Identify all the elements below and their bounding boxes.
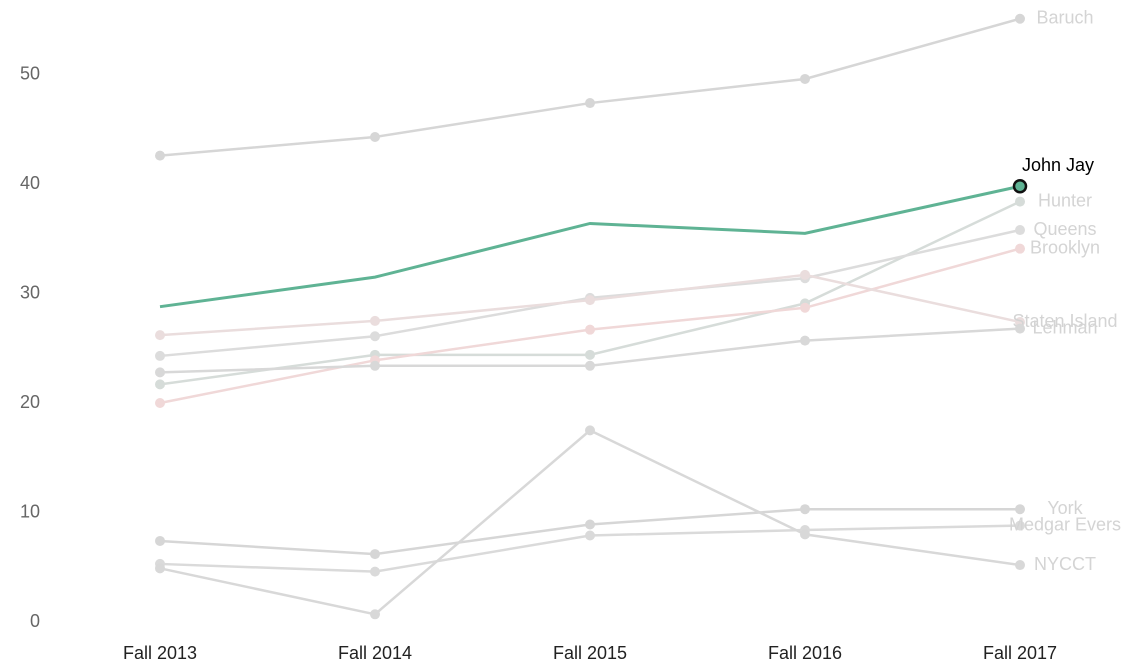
series-label: Staten Island	[1012, 311, 1117, 331]
x-tick-label: Fall 2015	[553, 643, 627, 663]
x-tick-label: Fall 2013	[123, 643, 197, 663]
point	[155, 535, 165, 546]
point	[585, 295, 595, 306]
point	[1015, 225, 1025, 236]
series-label: York	[1047, 498, 1083, 518]
y-tick-label: 10	[20, 501, 40, 521]
point	[585, 519, 595, 530]
point	[585, 349, 595, 360]
point	[1012, 179, 1028, 194]
point	[1015, 520, 1025, 531]
y-tick-label: 40	[20, 173, 40, 193]
series-label: Hunter	[1038, 190, 1092, 210]
point	[155, 330, 165, 341]
point	[370, 131, 380, 142]
point	[800, 73, 810, 84]
point	[370, 315, 380, 326]
point	[370, 549, 380, 560]
point	[155, 379, 165, 390]
point	[1015, 560, 1025, 571]
x-tick-label: Fall 2014	[338, 643, 412, 663]
y-tick-label: 30	[20, 282, 40, 302]
point	[585, 425, 595, 436]
point	[800, 504, 810, 515]
point	[1015, 196, 1025, 207]
point	[370, 566, 380, 577]
point	[585, 360, 595, 371]
point	[370, 331, 380, 342]
point	[155, 563, 165, 574]
series-label: Lehman	[1032, 317, 1097, 337]
point	[800, 269, 810, 280]
point	[370, 360, 380, 371]
point	[800, 529, 810, 540]
y-tick-label: 20	[20, 392, 40, 412]
point	[585, 98, 595, 109]
point	[155, 398, 165, 409]
point	[370, 609, 380, 620]
series-label: Queens	[1033, 219, 1096, 239]
point	[155, 350, 165, 361]
y-tick-label: 0	[30, 611, 40, 631]
series-label: John Jay	[1022, 155, 1094, 175]
series-label: Medgar Evers	[1009, 514, 1121, 534]
series-label: NYCCT	[1034, 554, 1096, 574]
x-tick-label: Fall 2016	[768, 643, 842, 663]
series-label: Brooklyn	[1030, 237, 1100, 257]
point	[585, 324, 595, 335]
series-label: Baruch	[1036, 8, 1093, 28]
point	[1015, 243, 1025, 254]
y-tick-label: 50	[20, 63, 40, 83]
series-line	[159, 17, 1021, 157]
series-line	[159, 184, 1021, 309]
point	[800, 302, 810, 313]
point	[1015, 504, 1025, 515]
point	[1015, 323, 1025, 334]
point	[585, 530, 595, 541]
point	[155, 367, 165, 378]
point	[1015, 13, 1025, 24]
point	[155, 150, 165, 161]
point	[800, 335, 810, 346]
x-tick-label: Fall 2017	[983, 643, 1057, 663]
